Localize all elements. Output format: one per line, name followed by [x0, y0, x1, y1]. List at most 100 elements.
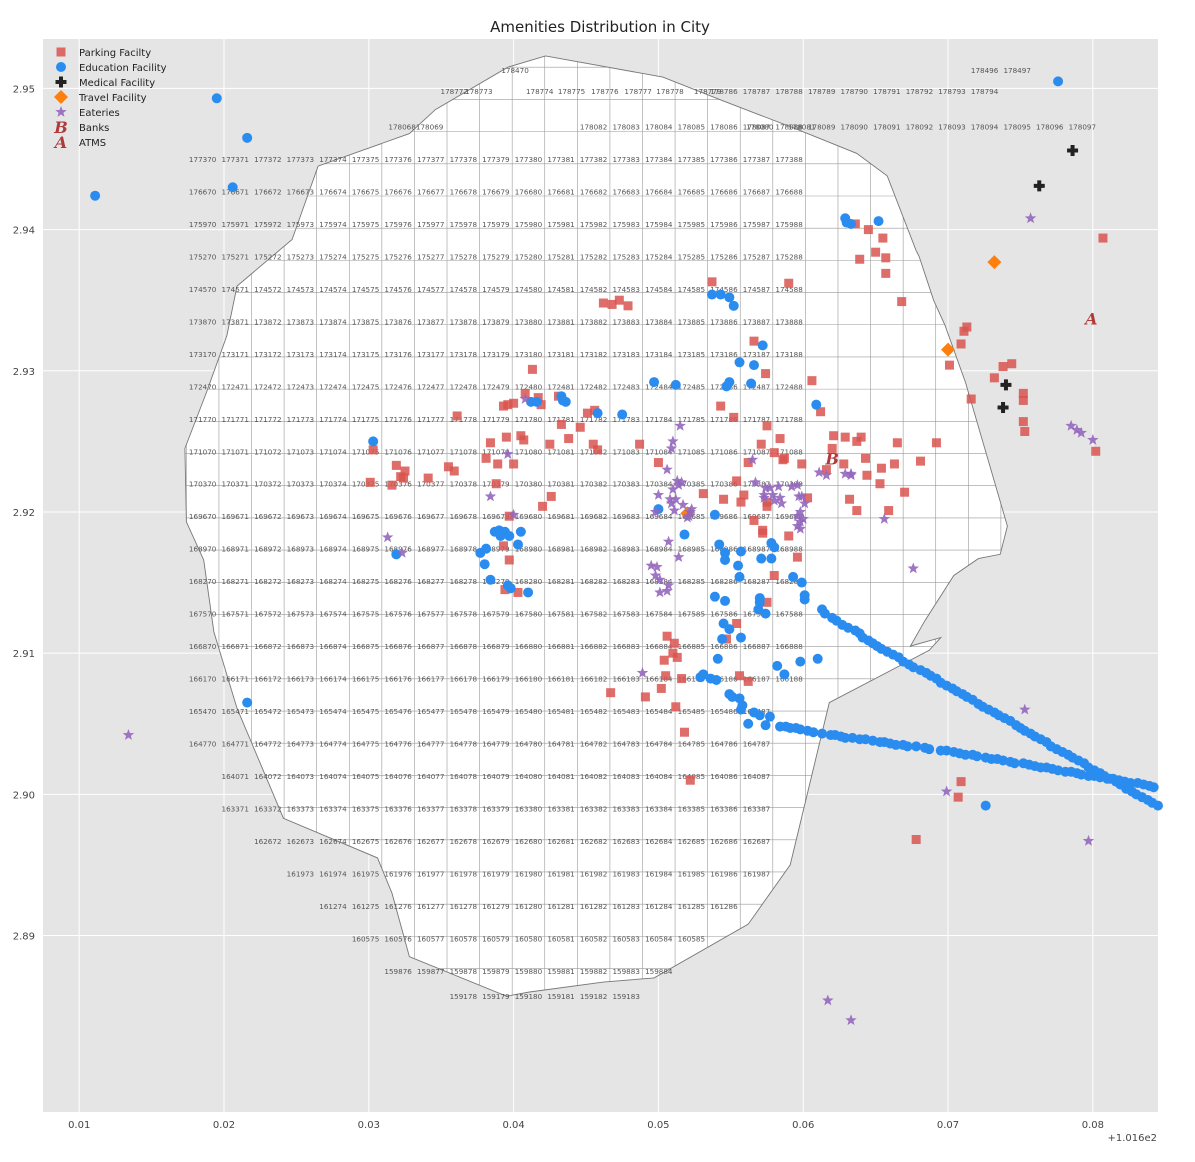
education-facility-point — [756, 553, 767, 564]
education-facility-point — [971, 751, 982, 762]
cell-id-label: 169688 — [775, 512, 803, 521]
cell-id-label: 172488 — [775, 382, 803, 391]
cell-id-label: 166885 — [678, 642, 705, 651]
cell-id-label: 165471 — [222, 707, 249, 716]
parking-facilty-point — [756, 439, 766, 449]
cell-id-label: 170376 — [384, 480, 412, 489]
cell-id-label: 159884 — [645, 967, 673, 976]
cell-id-label: 166883 — [612, 642, 639, 651]
parking-facilty-point — [503, 400, 513, 410]
education-facility-point — [479, 559, 490, 570]
eateries-point — [664, 493, 676, 505]
cell-id-label: 173870 — [189, 317, 217, 326]
cell-id-label: 178091 — [873, 123, 900, 132]
education-facility-point — [714, 539, 725, 550]
cell-id-label: 175287 — [743, 252, 770, 261]
parking-facilty-point — [862, 470, 872, 480]
cell-id-label: 166172 — [254, 675, 281, 684]
cell-id-label: 166876 — [384, 642, 412, 651]
cell-id-label: 178794 — [971, 87, 999, 96]
cell-id-label: 160575 — [352, 934, 379, 943]
eateries-point — [662, 579, 675, 591]
cell-id-label: 161986 — [710, 869, 738, 878]
parking-facilty-point — [452, 411, 462, 421]
parking-facilty-point — [856, 432, 866, 442]
cell-id-label: 175278 — [450, 252, 478, 261]
cell-id-label: 178776 — [591, 87, 619, 96]
cell-id-label: 169681 — [547, 512, 574, 521]
education-facility-point — [734, 357, 745, 368]
education-facility-point — [90, 190, 101, 201]
parking-facilty-point — [732, 619, 742, 629]
eateries-point — [674, 419, 686, 431]
cell-id-label: 160581 — [547, 934, 574, 943]
education-facility-point — [523, 587, 534, 598]
parking-facilty-point — [501, 432, 511, 442]
cell-id-label: 164785 — [678, 740, 705, 749]
parking-facilty-point — [449, 466, 459, 476]
cell-id-label: 176673 — [287, 187, 314, 196]
cell-id-label: 173176 — [384, 350, 412, 359]
cell-id-label: 163385 — [678, 804, 705, 813]
parking-facilty-point — [635, 439, 645, 449]
cell-id-label: 168979 — [482, 545, 510, 554]
cell-id-label: 164084 — [645, 772, 673, 781]
cell-id-label: 168275 — [352, 577, 379, 586]
cell-id-label: 161973 — [287, 869, 314, 878]
eateries-point — [839, 467, 851, 479]
cell-id-label: 170382 — [580, 480, 607, 489]
cell-id-label: 165473 — [287, 707, 314, 716]
y-tick-label: 2.90 — [13, 790, 35, 801]
cell-id-label: 178081 — [788, 123, 815, 132]
cell-id-label: 177378 — [450, 155, 478, 164]
parking-facilty-point — [735, 671, 745, 681]
eateries-point — [649, 569, 662, 581]
cell-id-label: 170388 — [775, 480, 803, 489]
eateries-point — [1071, 424, 1083, 435]
eateries-point — [672, 479, 685, 490]
cell-id-label: 168988 — [775, 545, 803, 554]
cell-id-label: 165482 — [580, 707, 607, 716]
cell-id-label: 176684 — [645, 187, 673, 196]
parking-facilty-point — [365, 477, 375, 487]
parking-facilty-point — [593, 445, 603, 455]
parking-facilty-point — [732, 476, 742, 486]
parking-facilty-point — [588, 439, 598, 449]
cell-id-label: 175985 — [678, 220, 705, 229]
parking-facilty-point — [775, 434, 785, 444]
cell-id-label: 160585 — [678, 934, 705, 943]
cell-id-label: 175275 — [352, 252, 379, 261]
cell-id-label: 178069 — [416, 123, 444, 132]
cell-id-label: 172479 — [482, 382, 510, 391]
cell-id-label: 177371 — [222, 155, 249, 164]
cell-id-label: 166176 — [384, 675, 412, 684]
cell-id-label: 163383 — [612, 804, 639, 813]
cell-id-label: 178788 — [775, 87, 803, 96]
cell-id-label: 171785 — [678, 415, 705, 424]
cell-id-label: 162686 — [710, 837, 738, 846]
cell-id-label: 172485 — [678, 382, 705, 391]
cell-id-label: 167582 — [580, 610, 607, 619]
parking-facilty-point — [739, 490, 749, 500]
eateries-point — [822, 994, 834, 1006]
cell-id-label: 173184 — [645, 350, 673, 359]
cell-id-label: 168285 — [678, 577, 705, 586]
cell-id-label: 168276 — [384, 577, 412, 586]
cell-id-label: 176671 — [222, 187, 249, 196]
cell-id-label: 170378 — [450, 480, 478, 489]
cell-id-label: 167581 — [547, 610, 574, 619]
cell-id-label: 178090 — [841, 123, 869, 132]
cell-id-label: 161282 — [580, 902, 607, 911]
eateries-point — [845, 469, 857, 481]
cell-id-label: 168272 — [254, 577, 281, 586]
cell-id-label: 173881 — [547, 317, 574, 326]
cell-id-label: 170370 — [189, 480, 217, 489]
cell-id-label: 174575 — [352, 285, 379, 294]
cell-id-label: 173882 — [580, 317, 607, 326]
cell-id-label: 178779 — [694, 87, 722, 96]
cell-id-label: 164776 — [384, 740, 412, 749]
education-facility-point — [980, 800, 991, 811]
legend: Parking Facilty Education Facility Medical… — [53, 47, 167, 152]
cell-id-label: 171086 — [710, 447, 738, 456]
education-facility-point — [242, 697, 253, 708]
